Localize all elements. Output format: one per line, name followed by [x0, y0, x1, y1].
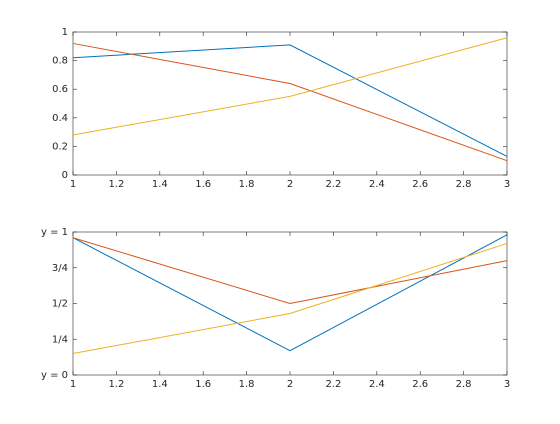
y-tick-label: 0.2	[52, 141, 68, 152]
x-tick-label: 2.4	[369, 379, 385, 390]
x-tick-label: 2.2	[325, 179, 341, 190]
x-tick-label: 2	[287, 379, 293, 390]
x-tick-label: 2.8	[456, 379, 472, 390]
x-tick-label: 1.4	[152, 379, 168, 390]
y-tick-label: 0.8	[52, 56, 68, 67]
x-tick-label: 2.4	[369, 179, 385, 190]
x-tick-label: 1.2	[108, 379, 124, 390]
line-series	[72, 44, 508, 157]
x-tick-label: 2	[287, 179, 293, 190]
y-tick-label: 1/4	[52, 334, 68, 345]
line-series	[72, 37, 508, 136]
x-tick-label: 2.6	[412, 379, 428, 390]
x-tick-label: 1	[70, 179, 76, 190]
line-series	[72, 242, 508, 355]
y-tick-label: 0.4	[52, 113, 68, 124]
x-tick-label: 1.6	[195, 379, 211, 390]
x-tick-label: 1.6	[195, 179, 211, 190]
y-tick-label: 1/2	[52, 299, 68, 310]
x-tick-label: 1.8	[239, 379, 255, 390]
x-tick-label: 2.2	[325, 379, 341, 390]
y-tick-label: y = 1	[41, 227, 68, 238]
x-tick-label: 2.8	[456, 179, 472, 190]
line-series	[72, 42, 508, 162]
x-tick-label: 3	[504, 179, 510, 190]
y-tick-label: 0.6	[52, 84, 68, 95]
y-tick-label: 1	[62, 27, 68, 38]
y-tick-label: 0	[62, 170, 68, 181]
x-tick-label: 3	[504, 379, 510, 390]
x-tick-label: 1.4	[152, 179, 168, 190]
y-tick-label: y = 0	[41, 370, 68, 381]
y-tick-label: 3/4	[52, 263, 68, 274]
x-tick-label: 1.8	[239, 179, 255, 190]
x-tick-label: 2.6	[412, 179, 428, 190]
x-tick-label: 1	[70, 379, 76, 390]
line-series	[72, 237, 508, 305]
x-tick-label: 1.2	[108, 179, 124, 190]
line-series	[72, 234, 508, 352]
